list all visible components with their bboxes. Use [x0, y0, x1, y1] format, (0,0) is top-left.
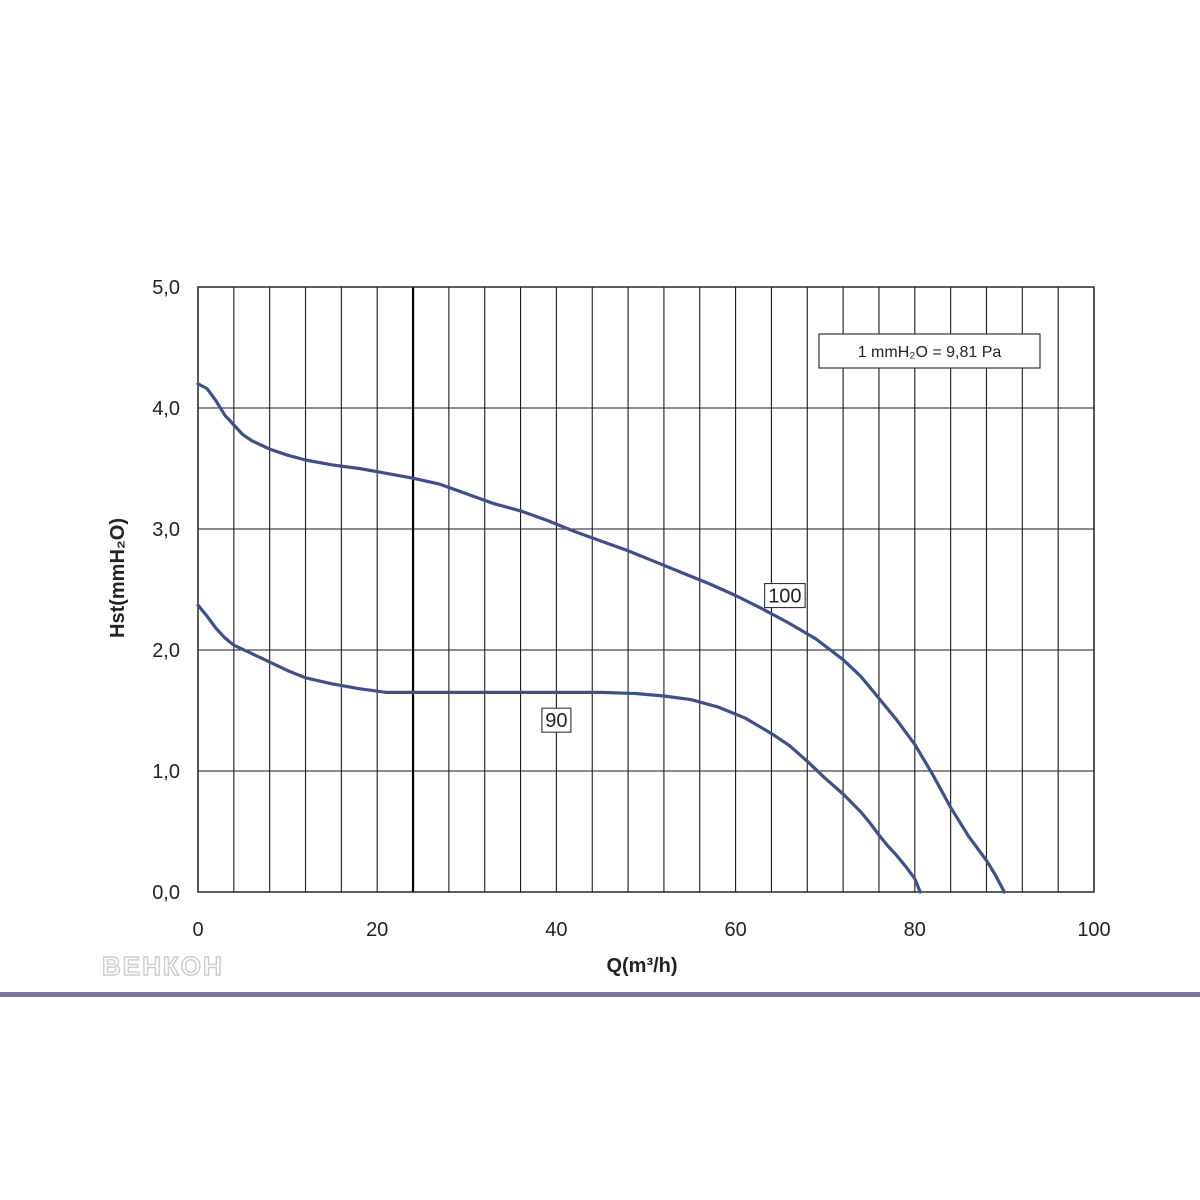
x-tick-label: 20 — [366, 919, 388, 941]
series-line-90 — [196, 603, 922, 894]
y-tick-label: 4,0 — [152, 398, 180, 420]
y-tick-label: 1,0 — [152, 761, 180, 783]
unit-annotation: 1 mmH₂O = 9,81 Pa — [818, 333, 1041, 369]
y-tick-label: 0,0 — [152, 882, 180, 904]
series-tag-box — [764, 582, 806, 609]
y-tick-label: 5,0 — [152, 277, 180, 299]
plot-frame — [197, 286, 1095, 893]
tick-labels: 0 20 40 60 80 100 0,0 1,0 2,0 3,0 4,0 5,0 — [152, 277, 1111, 941]
x-tick-label: 40 — [545, 919, 567, 941]
series-tag-label: 90 — [545, 710, 567, 732]
brand-logo: ВЕНКОН — [102, 951, 224, 981]
y-tick-label: 3,0 — [152, 519, 180, 541]
series-tag-100: 100 — [764, 582, 806, 609]
curves: 100 90 — [196, 382, 1006, 894]
unit-annotation-text: 1 mmH₂O = 9,81 Pa — [858, 344, 1002, 361]
x-tick-label: 80 — [904, 919, 926, 941]
grid — [197, 286, 1095, 893]
x-tick-label: 100 — [1077, 919, 1110, 941]
unit-annotation-box — [818, 333, 1041, 369]
series-line-100 — [196, 382, 1006, 894]
series-tag-label: 100 — [768, 586, 801, 608]
x-axis-title: Q(m³/h) — [606, 955, 677, 977]
series-tag-box — [541, 707, 572, 733]
x-tick-label: 0 — [192, 919, 203, 941]
bottom-divider — [0, 992, 1200, 997]
x-tick-label: 60 — [724, 919, 746, 941]
y-axis-title: Hst(mmH₂O) — [107, 518, 129, 638]
y-tick-label: 2,0 — [152, 640, 180, 662]
series-tag-90: 90 — [541, 707, 572, 733]
